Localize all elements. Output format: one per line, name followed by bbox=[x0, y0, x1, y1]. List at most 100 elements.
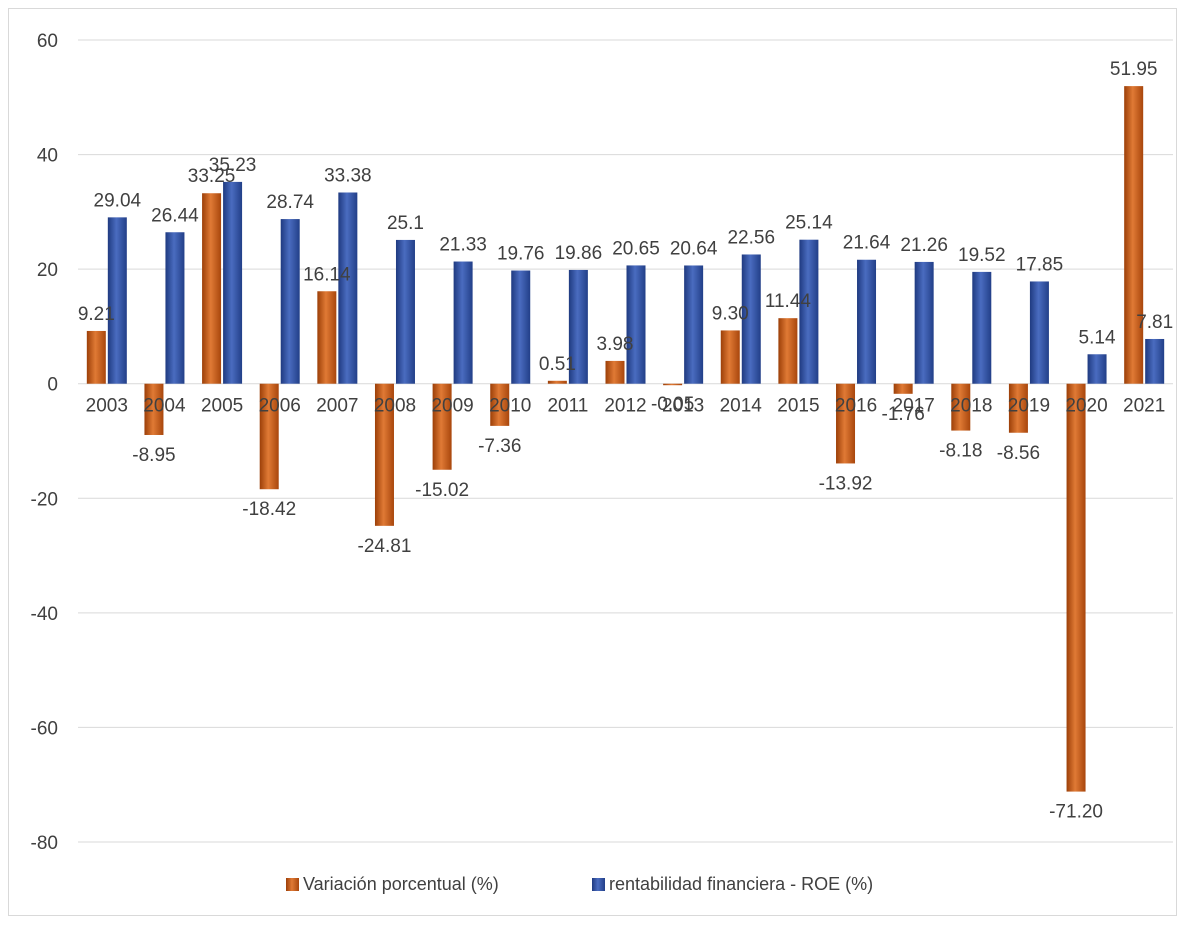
x-tick-label: 2015 bbox=[777, 396, 819, 417]
bar-variacion bbox=[1066, 383, 1086, 792]
bar-roe bbox=[1029, 281, 1049, 384]
data-labels: 9.21 -8.95 33.25 -18.42 16.14 -24.81 -15.02 -7.… bbox=[78, 59, 1173, 822]
bar-variacion bbox=[605, 360, 625, 384]
y-tick-label: -20 bbox=[31, 489, 58, 510]
bar-variacion bbox=[893, 383, 913, 394]
bar-roe bbox=[1087, 354, 1107, 384]
legend-swatch-variacion bbox=[286, 878, 299, 891]
legend-label-variacion: Variación porcentual (%) bbox=[303, 874, 499, 894]
data-label-variacion: -1.76 bbox=[882, 404, 925, 425]
bar-variacion bbox=[259, 383, 279, 490]
data-label-variacion: -71.20 bbox=[1049, 802, 1103, 823]
legend-swatch-roe bbox=[592, 878, 605, 891]
bar-roe bbox=[280, 219, 300, 384]
y-tick-label: -80 bbox=[31, 833, 58, 854]
bar-variacion bbox=[720, 330, 740, 384]
data-label-variacion: -18.42 bbox=[242, 499, 296, 520]
bar-roe bbox=[511, 270, 531, 384]
bar-variacion bbox=[317, 291, 337, 384]
data-label-variacion: 33.25 bbox=[188, 166, 236, 187]
y-tick-label: 40 bbox=[37, 146, 58, 167]
bar-roe bbox=[107, 217, 127, 384]
bar-variacion bbox=[547, 380, 567, 384]
data-label-variacion: 9.30 bbox=[712, 303, 749, 324]
bar-variacion bbox=[1124, 86, 1144, 384]
bar-roe bbox=[395, 239, 415, 384]
x-tick-label: 2006 bbox=[259, 396, 301, 417]
bar-variacion bbox=[663, 383, 683, 386]
data-label-variacion: -8.95 bbox=[132, 445, 175, 466]
x-tick-label: 2011 bbox=[547, 396, 588, 417]
data-label-roe: 19.86 bbox=[555, 243, 603, 264]
bar-roe bbox=[626, 265, 646, 384]
data-label-roe: 28.74 bbox=[266, 192, 314, 213]
y-tick-label: 20 bbox=[37, 260, 58, 281]
x-tick-label: 2008 bbox=[374, 396, 416, 417]
data-label-roe: 7.81 bbox=[1136, 312, 1173, 333]
bar-roe bbox=[1145, 338, 1165, 384]
bar-variacion bbox=[374, 383, 394, 526]
bar-variacion bbox=[86, 330, 106, 384]
y-tick-label: 0 bbox=[47, 375, 58, 396]
bar-variacion bbox=[836, 383, 856, 464]
data-label-variacion: -15.02 bbox=[415, 480, 469, 501]
x-tick-label: 2007 bbox=[316, 396, 358, 417]
data-label-roe: 35.23 bbox=[209, 155, 257, 176]
bar-roe bbox=[972, 271, 992, 384]
data-label-variacion: 0.51 bbox=[539, 354, 576, 375]
data-label-variacion: 9.21 bbox=[78, 304, 115, 325]
x-tick-label: 2004 bbox=[143, 396, 186, 417]
bar-roe bbox=[338, 192, 358, 384]
data-label-roe: 25.1 bbox=[387, 213, 424, 234]
x-tick-label: 2019 bbox=[1008, 396, 1050, 417]
bar-roe bbox=[857, 259, 877, 384]
x-tick-label: 2014 bbox=[720, 396, 763, 417]
y-tick-label: -60 bbox=[31, 718, 58, 739]
legend: Variación porcentual (%) rentabilidad fin… bbox=[286, 874, 873, 894]
x-tick-label: 2005 bbox=[201, 396, 243, 417]
x-tick-label: 2016 bbox=[835, 396, 877, 417]
x-tick-label: 2003 bbox=[86, 396, 128, 417]
bar-variacion bbox=[490, 383, 510, 426]
data-label-variacion: -13.92 bbox=[819, 473, 873, 494]
data-label-roe: 20.64 bbox=[670, 238, 718, 259]
data-label-roe: 21.26 bbox=[900, 235, 948, 256]
bar-variacion bbox=[202, 193, 222, 384]
bar-roe bbox=[223, 181, 243, 384]
bar-variacion bbox=[144, 383, 164, 435]
data-label-roe: 20.65 bbox=[612, 238, 660, 259]
bar-roe bbox=[741, 254, 761, 384]
x-tick-label: 2009 bbox=[431, 396, 473, 417]
data-label-roe: 25.14 bbox=[785, 213, 833, 234]
bar-roe bbox=[799, 239, 819, 384]
data-label-variacion: 51.95 bbox=[1110, 59, 1158, 80]
data-label-roe: 22.56 bbox=[727, 227, 775, 248]
data-label-roe: 21.33 bbox=[439, 235, 487, 256]
bar-roe bbox=[165, 232, 185, 384]
data-label-roe: 29.04 bbox=[94, 190, 142, 211]
x-tick-label: 2018 bbox=[950, 396, 992, 417]
data-label-variacion: -8.18 bbox=[939, 441, 982, 462]
chart-border bbox=[8, 8, 1177, 916]
data-label-variacion: -7.36 bbox=[478, 436, 521, 457]
data-label-roe: 5.14 bbox=[1079, 327, 1116, 348]
bar-roe bbox=[684, 265, 704, 384]
data-label-variacion: -24.81 bbox=[358, 536, 412, 557]
bar-roe bbox=[914, 261, 934, 384]
bar-variacion bbox=[432, 383, 452, 470]
bars bbox=[86, 86, 1165, 792]
data-label-variacion: -0.05 bbox=[651, 394, 694, 415]
data-label-variacion: 16.14 bbox=[303, 264, 351, 285]
data-label-roe: 21.64 bbox=[843, 233, 891, 254]
y-tick-label: -40 bbox=[31, 604, 58, 625]
bar-variacion bbox=[1008, 383, 1028, 433]
data-label-variacion: 11.44 bbox=[765, 291, 812, 312]
data-label-roe: 26.44 bbox=[151, 205, 199, 226]
y-axis-ticks: 60 40 20 0 -20 -40 -60 -80 bbox=[31, 31, 58, 854]
data-label-roe: 19.52 bbox=[958, 245, 1006, 266]
x-tick-label: 2013 bbox=[662, 396, 704, 417]
data-label-roe: 33.38 bbox=[324, 165, 372, 186]
x-tick-label: 2021 bbox=[1123, 396, 1165, 417]
